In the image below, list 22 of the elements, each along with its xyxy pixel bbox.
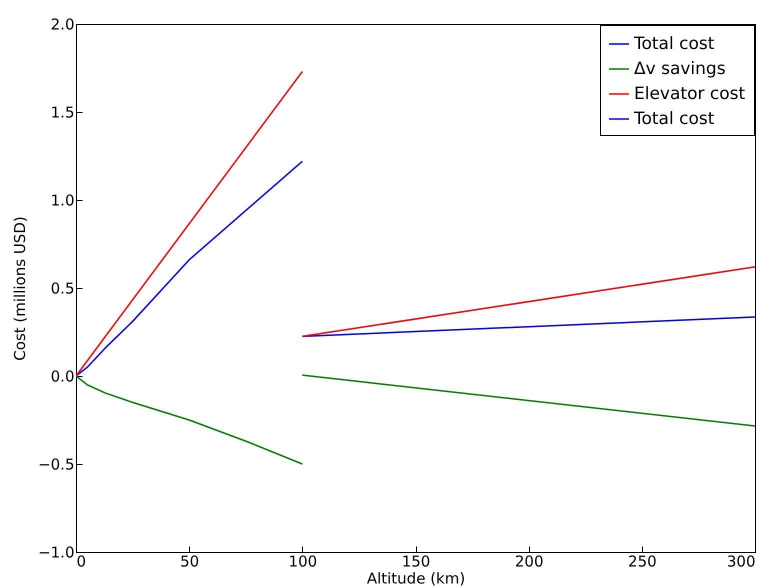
- line-series: [76, 160, 304, 377]
- legend-label: Δv savings: [634, 59, 726, 79]
- y-tick-label: 1.5: [50, 104, 74, 122]
- x-tick-label: 200: [514, 552, 544, 570]
- y-tick-label: 2.0: [50, 16, 74, 34]
- x-tick-label: 100: [288, 552, 318, 570]
- legend-label: Total cost: [633, 34, 715, 54]
- x-tick-label: 300: [726, 552, 756, 570]
- y-tick-label: −0.5: [38, 456, 74, 474]
- y-tick-label: 1.0: [50, 192, 74, 210]
- legend-label: Total cost: [633, 109, 715, 129]
- y-tick-label: 0.0: [50, 368, 74, 386]
- y-tick-label: 0.5: [50, 280, 74, 298]
- x-axis-title: Altitude (km): [366, 570, 466, 588]
- y-axis-title: Cost (millions USD): [11, 216, 30, 361]
- y-tick-label: −1.0: [38, 544, 74, 562]
- x-tick-label: 50: [180, 552, 200, 570]
- legend-label: Elevator cost: [634, 84, 746, 104]
- x-tick-label: 0: [76, 552, 86, 570]
- line-series: [76, 375, 304, 465]
- x-tick-label: 150: [402, 552, 430, 570]
- x-tick-label: 250: [628, 552, 657, 570]
